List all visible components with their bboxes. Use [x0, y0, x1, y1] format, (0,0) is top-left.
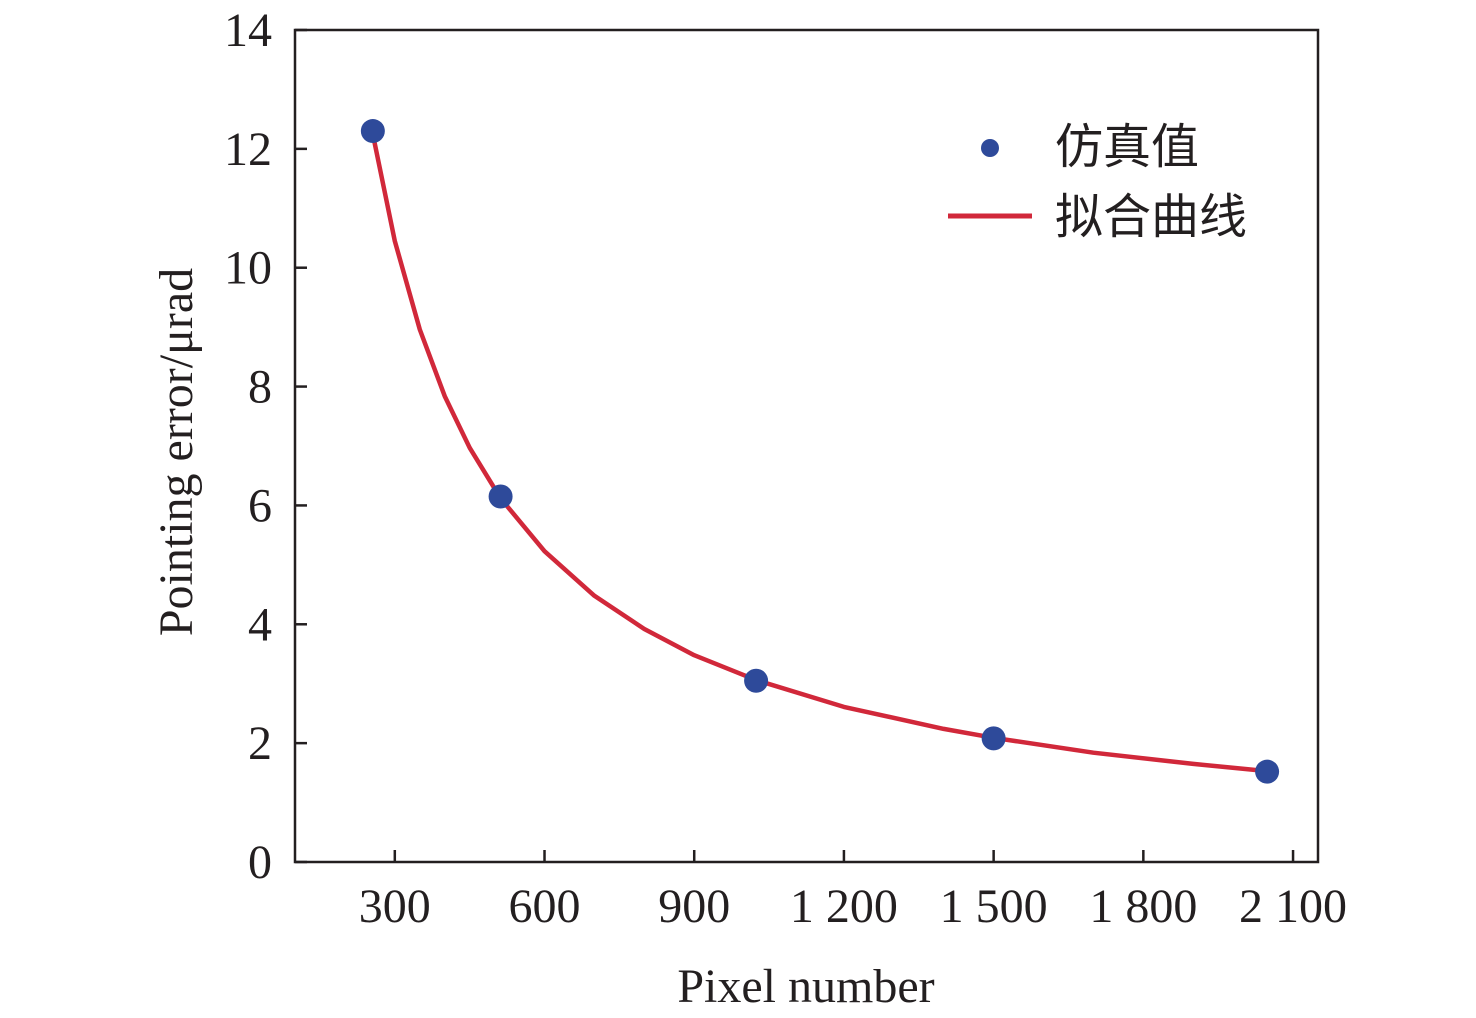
- x-tick-label: 1 200: [790, 880, 898, 933]
- plot-frame: [293, 28, 1320, 864]
- data-point: [744, 668, 769, 693]
- x-axis: 300 600 900 1 200 1 500 1 800 2 100: [359, 850, 1347, 933]
- x-tick-label: 900: [658, 880, 730, 933]
- data-point: [360, 119, 385, 144]
- y-tick-label: 0: [248, 836, 272, 889]
- y-tick-label: 4: [248, 598, 272, 651]
- y-tick-label: 8: [248, 361, 272, 414]
- x-tick-label: 600: [509, 880, 581, 933]
- y-tick-label: 10: [224, 242, 272, 295]
- data-point: [488, 484, 513, 509]
- legend-marker-scatter: [981, 139, 999, 157]
- x-tick-label: 2 100: [1239, 880, 1347, 933]
- legend-label-scatter: 仿真值: [1055, 119, 1199, 175]
- legend: 仿真值 拟合曲线: [948, 119, 1247, 245]
- x-tick-label: 1 800: [1089, 880, 1197, 933]
- fit-curve: [370, 131, 1270, 774]
- x-tick-label: 300: [359, 880, 431, 933]
- series-layer: [360, 119, 1280, 784]
- y-axis: 0 2 4 6 8 10 12 14: [224, 4, 307, 889]
- y-tick-label: 2: [248, 717, 272, 770]
- legend-label-line: 拟合曲线: [1055, 189, 1247, 245]
- y-tick-label: 6: [248, 479, 272, 532]
- x-axis-title: Pixel number: [677, 960, 934, 1013]
- y-tick-label: 12: [224, 123, 272, 176]
- data-point: [1255, 759, 1280, 784]
- y-axis-title: Pointing error/μrad: [150, 268, 203, 636]
- data-point: [981, 726, 1006, 751]
- y-tick-label: 14: [224, 4, 272, 57]
- x-tick-label: 1 500: [940, 880, 1048, 933]
